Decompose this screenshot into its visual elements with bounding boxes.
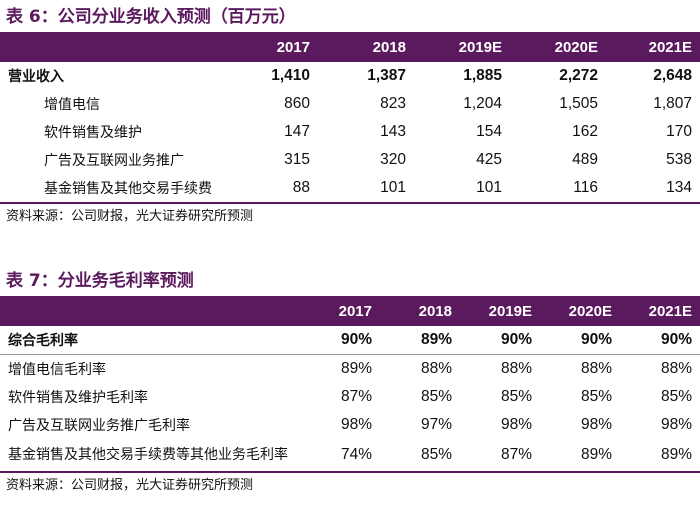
cell-value: 170	[666, 123, 692, 140]
cell-value: 101	[380, 179, 406, 196]
cell-value: 89%	[380, 326, 460, 355]
table7-header-row: 2017 2018 2019E 2020E 2021E	[0, 296, 700, 326]
table-row: 综合毛利率 90% 89% 90% 90% 90%	[0, 326, 700, 355]
cell-value: 1,505	[559, 95, 598, 112]
table-row: 软件销售及维护 147 143 154 162 170	[0, 118, 700, 146]
table7-col-header: 2017	[300, 296, 380, 326]
cell-value: 89%	[340, 360, 372, 377]
cell-value: 134	[666, 179, 692, 196]
cell-value: 1,807	[653, 95, 692, 112]
cell-value: 90%	[300, 326, 380, 355]
row-label: 软件销售及维护毛利率	[8, 390, 148, 406]
cell-value: 85%	[580, 388, 612, 405]
row-label: 增值电信毛利率	[8, 362, 106, 378]
cell-value: 98%	[580, 416, 612, 433]
row-label: 软件销售及维护	[44, 125, 142, 141]
cell-value: 88%	[420, 360, 452, 377]
table6: 2017 2018 2019E 2020E 2021E 营业收入 1,410 1…	[0, 32, 700, 202]
cell-value: 90%	[460, 326, 540, 355]
cell-value: 88%	[500, 360, 532, 377]
table6-source-note: 资料来源：公司财报，光大证券研究所预测	[0, 202, 700, 230]
table-row: 营业收入 1,410 1,387 1,885 2,272 2,648	[0, 62, 700, 90]
cell-value: 88%	[580, 360, 612, 377]
cell-value: 1,410	[271, 67, 310, 84]
row-label: 基金销售及其他交易手续费	[44, 181, 212, 197]
cell-value: 85%	[500, 388, 532, 405]
cell-value: 2,648	[653, 67, 692, 84]
table7-section: 表 7：分业务毛利率预测 2017 2018 2019E 2020E 2021E…	[0, 266, 700, 499]
row-label: 综合毛利率	[0, 326, 300, 355]
table7-col-header	[0, 296, 300, 326]
table7: 2017 2018 2019E 2020E 2021E 综合毛利率 90% 89…	[0, 296, 700, 471]
cell-value: 89%	[580, 446, 612, 463]
table6-section: 表 6：公司分业务收入预测（百万元） 2017 2018 2019E 2020E…	[0, 2, 700, 230]
cell-value: 1,387	[367, 67, 406, 84]
table6-col-header: 2017	[222, 32, 318, 62]
cell-value: 87%	[340, 388, 372, 405]
table-row: 软件销售及维护毛利率 87% 85% 85% 85% 85%	[0, 383, 700, 411]
table-row: 广告及互联网业务推广 315 320 425 489 538	[0, 146, 700, 174]
table6-col-header: 2018	[318, 32, 414, 62]
cell-value: 85%	[420, 446, 452, 463]
table7-title: 表 7：分业务毛利率预测	[6, 271, 194, 291]
cell-value: 88%	[660, 360, 692, 377]
row-label: 增值电信	[44, 97, 100, 113]
table6-col-header: 2021E	[606, 32, 700, 62]
cell-value: 88	[292, 179, 310, 196]
cell-value: 98%	[660, 416, 692, 433]
cell-value: 87%	[500, 446, 532, 463]
row-label: 广告及互联网业务推广毛利率	[8, 418, 190, 434]
table6-col-header: 2019E	[414, 32, 510, 62]
table-row: 基金销售及其他交易手续费 88 101 101 116 134	[0, 174, 700, 202]
cell-value: 320	[380, 151, 406, 168]
cell-value: 823	[380, 95, 406, 112]
cell-value: 116	[573, 179, 598, 196]
table6-col-header: 2020E	[510, 32, 606, 62]
table7-col-header: 2020E	[540, 296, 620, 326]
cell-value: 85%	[660, 388, 692, 405]
row-label: 广告及互联网业务推广	[44, 153, 184, 169]
cell-value: 98%	[500, 416, 532, 433]
row-label: 基金销售及其他交易手续费等其他业务毛利率	[8, 447, 288, 463]
cell-value: 1,204	[463, 95, 502, 112]
cell-value: 162	[572, 123, 598, 140]
table-row: 广告及互联网业务推广毛利率 98% 97% 98% 98% 98%	[0, 411, 700, 439]
cell-value: 1,885	[463, 67, 502, 84]
table-row: 增值电信 860 823 1,204 1,505 1,807	[0, 90, 700, 118]
cell-value: 97%	[420, 416, 452, 433]
row-label: 营业收入	[8, 69, 64, 85]
cell-value: 538	[666, 151, 692, 168]
cell-value: 154	[476, 123, 502, 140]
table-row: 基金销售及其他交易手续费等其他业务毛利率 74% 85% 87% 89% 89%	[0, 439, 700, 471]
cell-value: 425	[476, 151, 502, 168]
table7-source-note: 资料来源：公司财报，光大证券研究所预测	[0, 471, 700, 499]
cell-value: 85%	[420, 388, 452, 405]
cell-value: 315	[284, 151, 310, 168]
cell-value: 74%	[340, 446, 372, 463]
table6-header-row: 2017 2018 2019E 2020E 2021E	[0, 32, 700, 62]
cell-value: 90%	[620, 326, 700, 355]
cell-value: 147	[284, 123, 310, 140]
cell-value: 89%	[660, 446, 692, 463]
cell-value: 101	[476, 179, 502, 196]
cell-value: 2,272	[559, 67, 598, 84]
cell-value: 143	[380, 123, 406, 140]
table6-col-header	[0, 32, 222, 62]
cell-value: 90%	[540, 326, 620, 355]
cell-value: 98%	[340, 416, 372, 433]
table7-col-header: 2021E	[620, 296, 700, 326]
table6-title: 表 6：公司分业务收入预测（百万元）	[6, 7, 296, 27]
table7-col-header: 2019E	[460, 296, 540, 326]
cell-value: 489	[572, 151, 598, 168]
table-row: 增值电信毛利率 89% 88% 88% 88% 88%	[0, 355, 700, 384]
cell-value: 860	[284, 95, 310, 112]
table7-col-header: 2018	[380, 296, 460, 326]
